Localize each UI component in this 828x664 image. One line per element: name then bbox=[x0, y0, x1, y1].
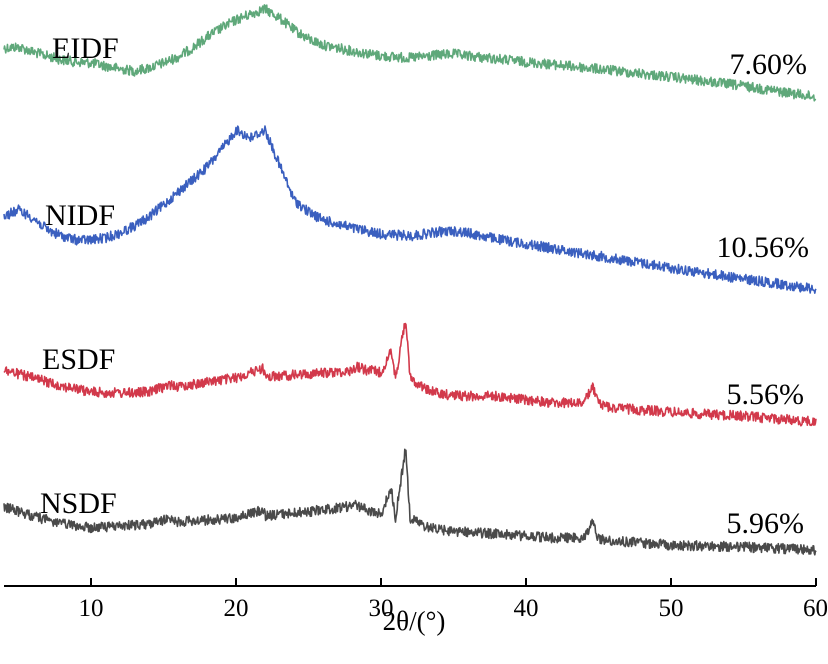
series-label-eidf: EIDF bbox=[52, 32, 119, 65]
x-tick-label: 30 bbox=[369, 595, 394, 622]
series-line-esdf bbox=[3, 322, 817, 427]
crystallinity-label-nidf: 10.56% bbox=[717, 231, 810, 264]
series-label-esdf: ESDF bbox=[42, 343, 115, 376]
series-line-nidf bbox=[3, 125, 817, 294]
x-tick-label: 50 bbox=[659, 595, 684, 622]
crystallinity-label-nsdf: 5.96% bbox=[727, 507, 805, 540]
x-ticks: 10 20 30 40 50 60 bbox=[79, 578, 828, 622]
x-tick-label: 20 bbox=[224, 595, 249, 622]
series-label-nidf: NIDF bbox=[45, 199, 115, 232]
x-axis: 10 20 30 40 50 60 bbox=[4, 578, 828, 622]
series-label-nsdf: NSDF bbox=[40, 487, 117, 520]
series-line-eidf bbox=[3, 4, 817, 102]
series-labels: EIDF 7.60% NIDF 10.56% ESDF 5.56% NSDF 5.96% bbox=[40, 32, 809, 540]
x-axis-title: 2θ/(°) bbox=[383, 606, 446, 636]
x-tick-label: 60 bbox=[803, 595, 828, 622]
x-tick-label: 10 bbox=[79, 595, 104, 622]
crystallinity-label-eidf: 7.60% bbox=[730, 48, 808, 81]
crystallinity-label-esdf: 5.56% bbox=[727, 378, 805, 411]
series-curves bbox=[3, 4, 817, 556]
series-line-nsdf bbox=[3, 448, 817, 556]
x-tick-label: 40 bbox=[514, 595, 539, 622]
